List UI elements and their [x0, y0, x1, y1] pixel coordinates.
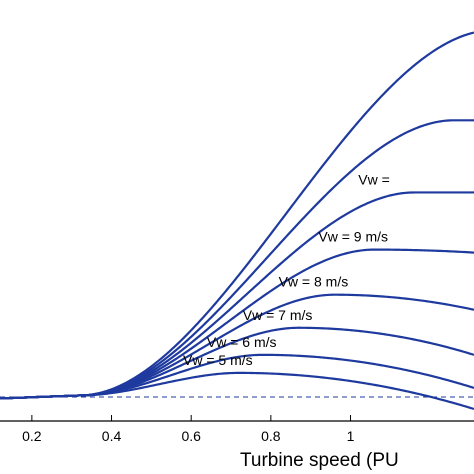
curve-label: Vw = 6 m/s [207, 334, 277, 350]
curve-label: Vw = 8 m/s [279, 274, 349, 290]
x-ticks: 0.2 0.4 0.6 0.8 1 [22, 415, 355, 444]
series-line [0, 371, 474, 411]
curve-label: Vw = 9 m/s [318, 229, 388, 245]
series-line [0, 248, 474, 400]
plot-area: 0.2 0.4 0.6 0.8 1 Vw = 5 m/s Vw = 6 m/s Vw = 7… [0, 31, 474, 444]
curve-label: Vw = 7 m/s [243, 307, 313, 323]
x-tick-label: 0.4 [102, 428, 122, 444]
x-tick-label: 1 [347, 428, 355, 444]
curve-label: Vw = 5 m/s [183, 352, 253, 368]
curve-label: Vw = [358, 171, 390, 187]
curve-labels: Vw = 5 m/s Vw = 6 m/s Vw = 7 m/s Vw = 8 m/s… [183, 171, 390, 367]
x-tick-label: 0.6 [181, 428, 201, 444]
series-line [0, 31, 474, 400]
x-tick-label: 0.8 [261, 428, 281, 444]
x-tick-label: 0.2 [22, 428, 42, 444]
x-axis-label: Turbine speed (PU [240, 450, 399, 471]
curves [0, 31, 474, 411]
